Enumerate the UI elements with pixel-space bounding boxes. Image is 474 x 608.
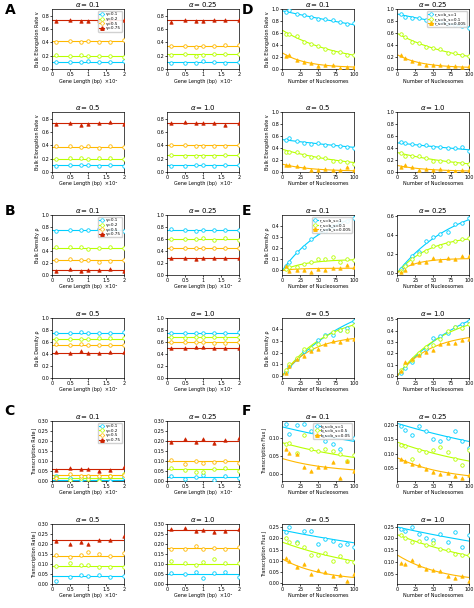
Text: B: B (5, 204, 15, 218)
Legend: r_s=b_s=1, r_s=b_s=0.1, r_s=b_s=0.005: r_s=b_s=1, r_s=b_s=0.1, r_s=b_s=0.005 (427, 11, 467, 27)
X-axis label: Gene Length (bp)  ×10⁴: Gene Length (bp) ×10⁴ (174, 490, 232, 496)
X-axis label: Number of Nucleosomes: Number of Nucleosomes (403, 285, 464, 289)
Y-axis label: Transcription Flux J: Transcription Flux J (262, 531, 267, 577)
X-axis label: Gene Length (bp)  ×10⁴: Gene Length (bp) ×10⁴ (59, 78, 117, 83)
Y-axis label: Transcription Rate J: Transcription Rate J (32, 530, 36, 578)
X-axis label: Number of Nucleosomes: Number of Nucleosomes (403, 78, 464, 83)
Title: $\alpha = 1.0$: $\alpha = 1.0$ (190, 309, 216, 318)
X-axis label: Number of Nucleosomes: Number of Nucleosomes (403, 387, 464, 392)
X-axis label: Number of Nucleosomes: Number of Nucleosomes (403, 490, 464, 496)
Text: E: E (242, 204, 251, 218)
X-axis label: Gene Length (bp)  ×10⁴: Gene Length (bp) ×10⁴ (59, 593, 117, 598)
Title: $\alpha = 0.25$: $\alpha = 0.25$ (188, 206, 218, 215)
Title: $\alpha = 1.0$: $\alpha = 1.0$ (190, 103, 216, 112)
Y-axis label: Bulk Elongation Rate v: Bulk Elongation Rate v (35, 114, 40, 170)
Title: $\alpha = 0.5$: $\alpha = 0.5$ (75, 103, 101, 112)
Title: $\alpha = 0.5$: $\alpha = 0.5$ (305, 103, 331, 112)
Title: $\alpha = 1.0$: $\alpha = 1.0$ (190, 515, 216, 523)
Y-axis label: Bulk Density ρ: Bulk Density ρ (265, 227, 270, 263)
Title: $\alpha = 0.1$: $\alpha = 0.1$ (305, 206, 331, 215)
X-axis label: Gene Length (bp)  ×10⁴: Gene Length (bp) ×10⁴ (174, 593, 232, 598)
Title: $\alpha = 1.0$: $\alpha = 1.0$ (420, 309, 446, 318)
X-axis label: Number of Nucleosomes: Number of Nucleosomes (403, 182, 464, 187)
X-axis label: Gene Length (bp)  ×10⁴: Gene Length (bp) ×10⁴ (59, 285, 117, 289)
Legend: γ=0.1, γ=0.2, γ=0.5, γ=0.75: γ=0.1, γ=0.2, γ=0.5, γ=0.75 (98, 423, 122, 443)
Text: F: F (242, 404, 251, 418)
Title: $\alpha = 0.25$: $\alpha = 0.25$ (419, 206, 448, 215)
Title: $\alpha = 0.1$: $\alpha = 0.1$ (75, 412, 101, 421)
Legend: γ=0.1, γ=0.2, γ=0.5, γ=0.75: γ=0.1, γ=0.2, γ=0.5, γ=0.75 (98, 11, 122, 32)
X-axis label: Gene Length (bp)  ×10⁴: Gene Length (bp) ×10⁴ (59, 490, 117, 496)
X-axis label: Number of Nucleosomes: Number of Nucleosomes (288, 387, 348, 392)
Text: C: C (5, 404, 15, 418)
Legend: b_s=b_s=1, b_s=b_s=0.5, b_s=b_s=0.05: b_s=b_s=1, b_s=b_s=0.5, b_s=b_s=0.05 (313, 423, 352, 439)
X-axis label: Number of Nucleosomes: Number of Nucleosomes (288, 490, 348, 496)
X-axis label: Number of Nucleosomes: Number of Nucleosomes (288, 182, 348, 187)
X-axis label: Gene Length (bp)  ×10⁴: Gene Length (bp) ×10⁴ (59, 387, 117, 392)
X-axis label: Gene Length (bp)  ×10⁴: Gene Length (bp) ×10⁴ (174, 78, 232, 83)
Y-axis label: Bulk Density ρ: Bulk Density ρ (35, 227, 40, 263)
X-axis label: Number of Nucleosomes: Number of Nucleosomes (403, 593, 464, 598)
Title: $\alpha = 0.25$: $\alpha = 0.25$ (419, 412, 448, 421)
Y-axis label: Bulk Elongation Rate v: Bulk Elongation Rate v (35, 11, 40, 67)
Title: $\alpha = 0.1$: $\alpha = 0.1$ (75, 0, 101, 9)
Title: $\alpha = 0.5$: $\alpha = 0.5$ (75, 309, 101, 318)
X-axis label: Gene Length (bp)  ×10⁴: Gene Length (bp) ×10⁴ (59, 182, 117, 187)
Title: $\alpha = 1.0$: $\alpha = 1.0$ (420, 103, 446, 112)
Legend: γ=0.1, γ=0.2, γ=0.5, γ=0.75: γ=0.1, γ=0.2, γ=0.5, γ=0.75 (98, 217, 122, 238)
Y-axis label: Bulk Elongation Rate v: Bulk Elongation Rate v (265, 11, 270, 67)
Legend: r_s=b_s=1, r_s=b_s=0.1, r_s=b_s=0.005: r_s=b_s=1, r_s=b_s=0.1, r_s=b_s=0.005 (312, 217, 352, 233)
Y-axis label: Bulk Density ρ: Bulk Density ρ (265, 330, 270, 365)
Title: $\alpha = 0.25$: $\alpha = 0.25$ (188, 0, 218, 9)
Title: $\alpha = 0.5$: $\alpha = 0.5$ (305, 515, 331, 523)
Text: D: D (242, 3, 253, 17)
X-axis label: Number of Nucleosomes: Number of Nucleosomes (288, 78, 348, 83)
Title: $\alpha = 1.0$: $\alpha = 1.0$ (420, 515, 446, 523)
X-axis label: Gene Length (bp)  ×10⁴: Gene Length (bp) ×10⁴ (174, 182, 232, 187)
Y-axis label: Bulk Density ρ: Bulk Density ρ (35, 330, 40, 365)
Title: $\alpha = 0.5$: $\alpha = 0.5$ (305, 309, 331, 318)
X-axis label: Number of Nucleosomes: Number of Nucleosomes (288, 285, 348, 289)
Title: $\alpha = 0.1$: $\alpha = 0.1$ (305, 412, 331, 421)
Y-axis label: Transcription Flux J: Transcription Flux J (262, 427, 267, 474)
Y-axis label: Transcription Rate J: Transcription Rate J (32, 427, 36, 475)
Y-axis label: Bulk Elongation Rate v: Bulk Elongation Rate v (265, 114, 270, 170)
X-axis label: Gene Length (bp)  ×10⁴: Gene Length (bp) ×10⁴ (174, 285, 232, 289)
Title: $\alpha = 0.5$: $\alpha = 0.5$ (75, 515, 101, 523)
Title: $\alpha = 0.25$: $\alpha = 0.25$ (419, 0, 448, 9)
Title: $\alpha = 0.25$: $\alpha = 0.25$ (188, 412, 218, 421)
Text: A: A (5, 3, 16, 17)
Title: $\alpha = 0.1$: $\alpha = 0.1$ (305, 0, 331, 9)
X-axis label: Gene Length (bp)  ×10⁴: Gene Length (bp) ×10⁴ (174, 387, 232, 392)
Title: $\alpha = 0.1$: $\alpha = 0.1$ (75, 206, 101, 215)
X-axis label: Number of Nucleosomes: Number of Nucleosomes (288, 593, 348, 598)
